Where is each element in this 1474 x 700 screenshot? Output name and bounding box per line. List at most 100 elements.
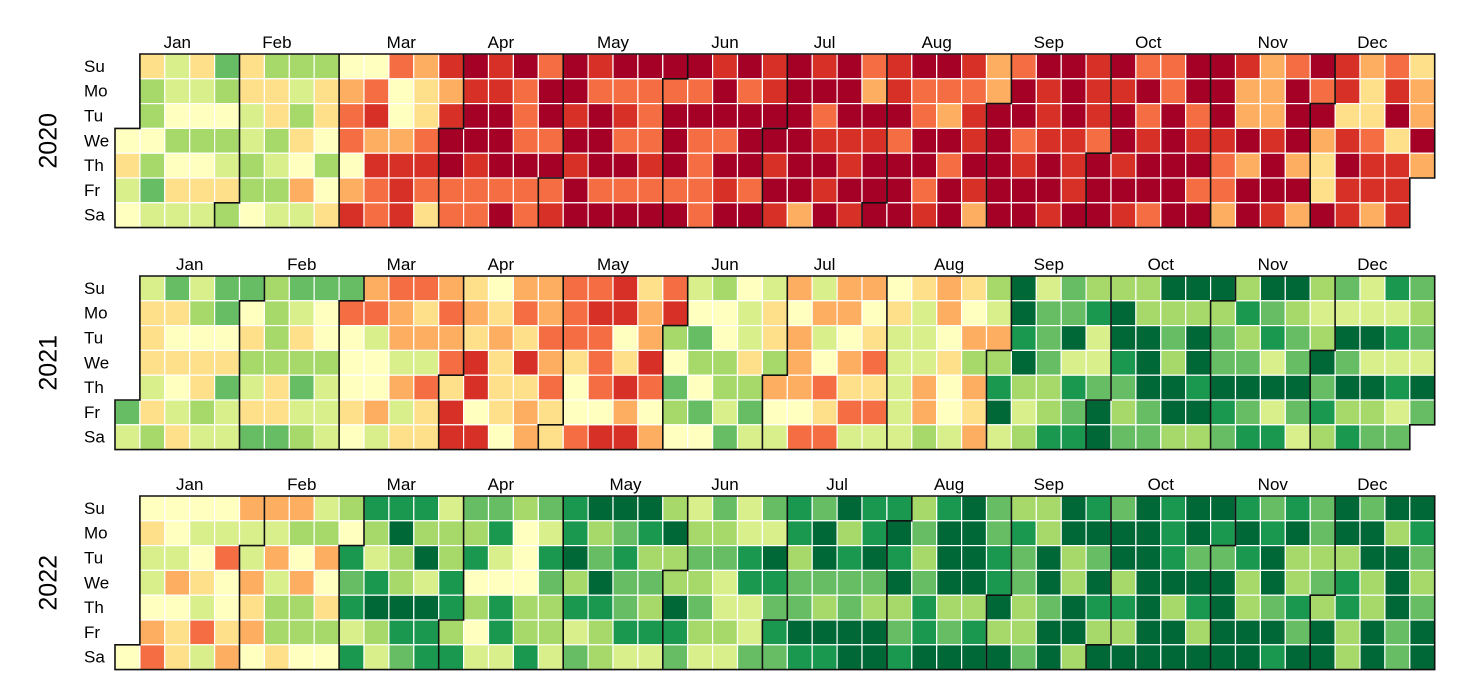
day-cell bbox=[413, 78, 440, 105]
day-cell bbox=[1409, 152, 1436, 179]
day-cell bbox=[811, 102, 838, 129]
day-cell bbox=[512, 78, 539, 105]
year-panel-2021: Jan Feb Mar Apr May Jun Jul Aug Sep Oct Nov Dec Su Mo… bbox=[35, 255, 1436, 451]
month-label: Jan bbox=[164, 33, 191, 52]
day-cell bbox=[1359, 594, 1386, 621]
day-cell bbox=[363, 78, 390, 105]
day-cell bbox=[1110, 275, 1137, 302]
day-cell bbox=[512, 374, 539, 401]
day-cell bbox=[363, 619, 390, 646]
day-cell bbox=[587, 424, 614, 451]
day-cell bbox=[164, 127, 191, 154]
day-cell bbox=[861, 374, 888, 401]
day-cell bbox=[1309, 325, 1336, 352]
day-cell bbox=[537, 399, 564, 426]
day-cell bbox=[214, 349, 241, 376]
day-cell bbox=[612, 275, 639, 302]
day-cell bbox=[811, 569, 838, 596]
day-cell bbox=[487, 495, 514, 522]
day-cell bbox=[587, 495, 614, 522]
day-cell bbox=[1259, 102, 1286, 129]
day-cell bbox=[512, 349, 539, 376]
day-cell bbox=[363, 349, 390, 376]
month-label: May bbox=[609, 475, 642, 494]
day-cell bbox=[288, 202, 315, 229]
day-cell bbox=[288, 594, 315, 621]
day-cell bbox=[438, 78, 465, 105]
day-cell bbox=[786, 53, 813, 80]
day-cell bbox=[960, 275, 988, 302]
day-cell bbox=[338, 102, 365, 129]
day-cell bbox=[687, 152, 714, 179]
day-cell bbox=[836, 644, 863, 671]
day-cell bbox=[562, 520, 589, 547]
day-cell bbox=[238, 202, 265, 229]
day-cell bbox=[388, 177, 415, 204]
day-cell bbox=[1284, 275, 1311, 302]
day-cell bbox=[761, 349, 788, 376]
day-cell bbox=[1110, 399, 1137, 426]
day-cell bbox=[1010, 127, 1037, 154]
day-cell bbox=[612, 619, 639, 646]
day-cell bbox=[114, 177, 141, 204]
day-cell bbox=[687, 520, 714, 547]
day-cell bbox=[711, 300, 739, 327]
day-cell bbox=[662, 102, 689, 129]
day-cell bbox=[911, 424, 938, 451]
day-cell bbox=[1384, 569, 1411, 596]
day-cell bbox=[1234, 424, 1261, 451]
day-cell bbox=[1185, 520, 1212, 547]
day-cell bbox=[637, 495, 664, 522]
day-cell bbox=[114, 127, 141, 154]
day-cell bbox=[463, 569, 490, 596]
day-cell bbox=[711, 495, 739, 522]
day-cell bbox=[1284, 424, 1311, 451]
day-cell bbox=[1110, 152, 1137, 179]
day-cell bbox=[1259, 177, 1286, 204]
day-cell bbox=[438, 619, 465, 646]
day-cell bbox=[1035, 325, 1062, 352]
day-cell bbox=[1234, 399, 1261, 426]
day-cell bbox=[164, 619, 191, 646]
day-cell bbox=[1309, 544, 1336, 571]
day-cell bbox=[587, 275, 614, 302]
day-cell bbox=[1060, 349, 1087, 376]
day-cell bbox=[1135, 399, 1162, 426]
day-cell bbox=[363, 544, 390, 571]
day-cell bbox=[936, 53, 963, 80]
day-cell bbox=[1234, 349, 1261, 376]
day-cell bbox=[786, 202, 813, 229]
day-cell bbox=[1185, 53, 1212, 80]
day-cell bbox=[388, 300, 415, 327]
weekday-label: Mo bbox=[84, 304, 108, 323]
month-divider bbox=[338, 276, 365, 450]
day-cell bbox=[1284, 544, 1311, 571]
day-cell bbox=[512, 202, 539, 229]
day-cell bbox=[711, 102, 739, 129]
day-cell bbox=[487, 594, 514, 621]
day-cell bbox=[413, 275, 440, 302]
day-cell bbox=[612, 177, 639, 204]
day-cell bbox=[960, 349, 988, 376]
day-cell bbox=[1010, 53, 1037, 80]
day-cell bbox=[786, 374, 813, 401]
month-label: Oct bbox=[1135, 33, 1162, 52]
day-cell bbox=[263, 177, 290, 204]
day-cell bbox=[1209, 78, 1237, 105]
day-cell bbox=[1010, 325, 1037, 352]
day-cell bbox=[263, 594, 290, 621]
day-cell bbox=[711, 325, 739, 352]
day-cell bbox=[463, 127, 490, 154]
day-cell bbox=[1160, 569, 1187, 596]
day-cell bbox=[761, 78, 788, 105]
day-cell bbox=[512, 152, 539, 179]
day-cell bbox=[612, 300, 639, 327]
day-cell bbox=[836, 374, 863, 401]
day-cell bbox=[189, 78, 216, 105]
day-cell bbox=[214, 102, 241, 129]
day-cell bbox=[936, 544, 963, 571]
day-cell bbox=[413, 374, 440, 401]
day-cell bbox=[487, 619, 514, 646]
day-cell bbox=[637, 275, 664, 302]
day-cell bbox=[313, 520, 340, 547]
